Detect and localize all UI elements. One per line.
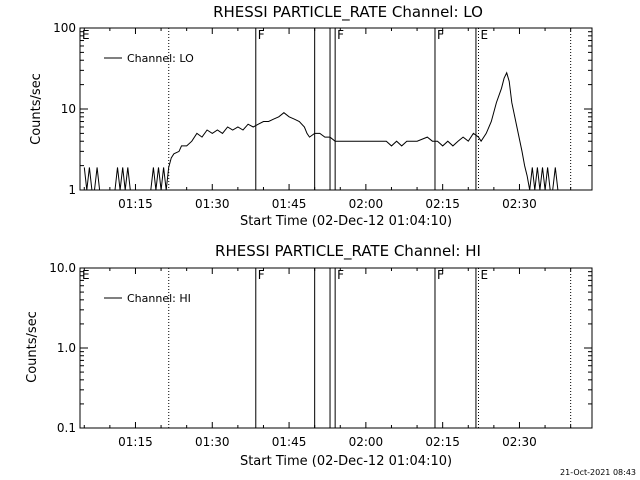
lo-panel-title: RHESSI PARTICLE_RATE Channel: LO <box>213 3 483 22</box>
hi-x-tick-label: 01:15 <box>118 435 153 449</box>
hi-x-tick-label: 02:30 <box>502 435 537 449</box>
generation-timestamp: 21-Oct-2021 08:43 <box>560 468 636 477</box>
lo-y-tick-label: 10 <box>61 102 76 116</box>
lo-x-tick-label: 02:30 <box>502 197 537 211</box>
lo-x-axis-label: Start Time (02-Dec-12 01:04:10) <box>240 214 452 229</box>
hi-x-tick-label: 01:30 <box>195 435 230 449</box>
lo-y-axis-label: Counts/sec <box>29 73 44 145</box>
lo-event-marker-label: F <box>337 28 344 42</box>
hi-event-marker-label: F <box>258 268 265 282</box>
hi-x-axis-label: Start Time (02-Dec-12 01:04:10) <box>240 454 452 469</box>
hi-y-tick-label: 0.1 <box>57 421 76 435</box>
lo-x-tick-label: 01:15 <box>118 197 153 211</box>
lo-series-line <box>83 71 566 191</box>
lo-event-marker-label: E <box>481 28 489 42</box>
hi-event-marker-label: E <box>82 268 90 282</box>
lo-x-tick-label: 01:30 <box>195 197 230 211</box>
hi-y-axis-label: Counts/sec <box>25 311 40 383</box>
hi-event-marker-label: F <box>337 268 344 282</box>
lo-x-tick-label: 01:45 <box>272 197 307 211</box>
lo-y-tick-label: 1 <box>68 183 76 197</box>
hi-legend-label: Channel: HI <box>127 292 191 305</box>
hi-x-tick-label: 01:45 <box>272 435 307 449</box>
hi-y-tick-label: 10.0 <box>49 261 76 275</box>
lo-event-marker-label: F <box>258 28 265 42</box>
lo-event-marker-label: E <box>82 28 90 42</box>
hi-event-marker-label: F <box>437 268 444 282</box>
hi-y-tick-label: 1.0 <box>57 341 76 355</box>
hi-panel-title: RHESSI PARTICLE_RATE Channel: HI <box>215 242 481 261</box>
hi-plot-area: 01:15 01:30 01:45 02:00 02:15 02:30 0.1 1.0 10.0… <box>49 261 593 449</box>
lo-channel-panel: RHESSI PARTICLE_RATE Channel: LO Counts/… <box>29 3 593 229</box>
lo-y-tick-label: 100 <box>53 21 76 35</box>
lo-plot-area: 01:15 01:30 01:45 02:00 02:15 02:30 1 10 100 E F F F… <box>53 21 593 211</box>
hi-x-tick-label: 02:15 <box>425 435 460 449</box>
lo-x-tick-label: 02:15 <box>425 197 460 211</box>
hi-channel-panel: RHESSI PARTICLE_RATE Channel: HI Counts/… <box>25 242 593 469</box>
hi-x-tick-label: 02:00 <box>349 435 384 449</box>
hi-event-marker-label: E <box>481 268 489 282</box>
lo-event-marker-label: F <box>437 28 444 42</box>
lo-x-tick-label: 02:00 <box>349 197 384 211</box>
lo-legend-label: Channel: LO <box>127 52 194 65</box>
